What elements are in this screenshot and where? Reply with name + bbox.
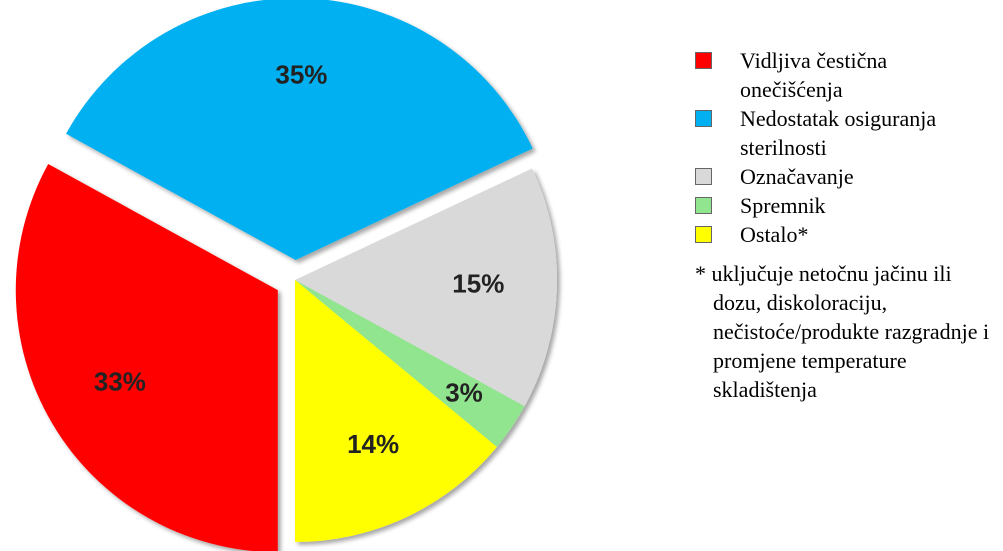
legend-items: Vidljiva čestična onečišćenja Nedostatak … bbox=[695, 46, 995, 249]
pie-slice bbox=[295, 280, 497, 542]
legend-label: Označavanje bbox=[740, 164, 854, 189]
pie-slice bbox=[15, 163, 278, 551]
pie bbox=[15, 0, 558, 551]
legend-swatch bbox=[695, 197, 712, 214]
chart: 33% 35% 15% 3% 14% bbox=[15, 0, 558, 551]
annotation: * uključuje netočnu jačinu ili dozu, dis… bbox=[695, 261, 990, 402]
legend-swatch bbox=[695, 110, 712, 127]
legend: Vidljiva čestična onečišćenja Nedostatak … bbox=[695, 46, 995, 404]
data-label: 33% bbox=[94, 366, 146, 396]
data-label: 35% bbox=[275, 60, 327, 90]
pie-slice bbox=[66, 0, 533, 261]
legend-swatch bbox=[695, 168, 712, 185]
legend-item: Ostalo* bbox=[695, 220, 995, 249]
data-label: 15% bbox=[452, 269, 504, 299]
legend-item: Vidljiva čestična onečišćenja bbox=[695, 46, 995, 104]
legend-label: Ostalo* bbox=[740, 222, 809, 247]
legend-label: Spremnik bbox=[740, 193, 826, 218]
legend-label: Vidljiva čestična onečišćenja bbox=[740, 48, 888, 102]
legend-swatch bbox=[695, 226, 712, 243]
legend-item: Označavanje bbox=[695, 162, 995, 191]
data-label: 14% bbox=[347, 429, 399, 459]
legend-item: Spremnik bbox=[695, 191, 995, 220]
pie-slice bbox=[295, 280, 525, 448]
legend-label: Nedostatak osiguranja sterilnosti bbox=[740, 106, 937, 160]
legend-item: Nedostatak osiguranja sterilnosti bbox=[695, 104, 995, 162]
pie-slice bbox=[295, 168, 558, 407]
legend-swatch bbox=[695, 52, 712, 69]
pie-labels: 33% 35% 15% 3% 14% bbox=[94, 60, 504, 459]
data-label: 3% bbox=[445, 378, 483, 408]
